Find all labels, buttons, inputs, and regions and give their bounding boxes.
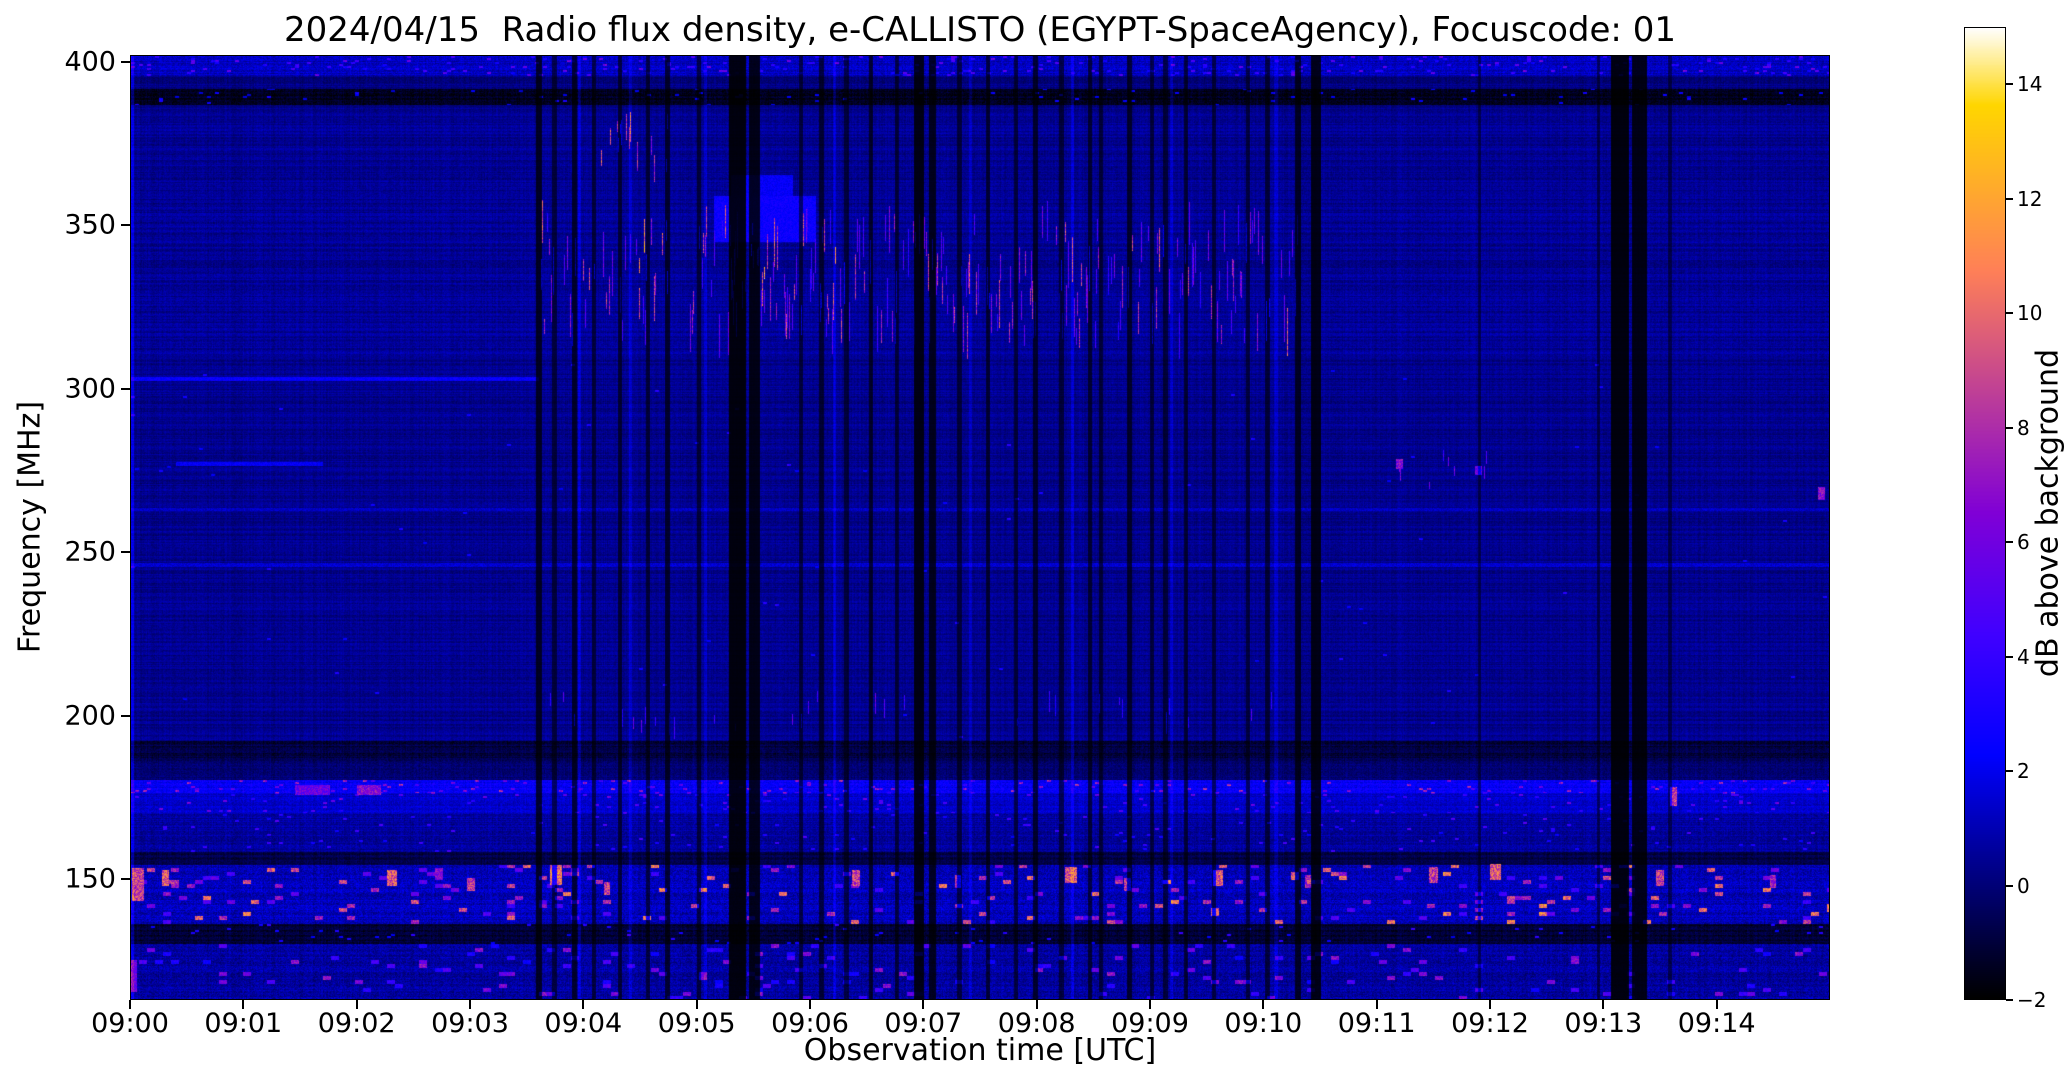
x-tick-mark [242, 1000, 245, 1009]
colorbar-tick-label: 0 [2017, 873, 2030, 898]
colorbar-tick-mark [2006, 197, 2013, 200]
y-tick-mark [121, 714, 130, 717]
spectrogram-heatmap-canvas [131, 56, 1829, 999]
colorbar-tick-label: 12 [2017, 186, 2043, 211]
colorbar-tick-label: 8 [2017, 415, 2030, 440]
colorbar-tick-mark [2006, 770, 2013, 773]
y-tick-mark [121, 878, 130, 880]
x-tick-mark [695, 1000, 698, 1009]
y-tick-mark [121, 551, 130, 554]
x-tick-mark [1035, 1000, 1038, 1009]
colorbar-label: dB above background [2030, 348, 2066, 678]
colorbar-tick-mark [2006, 655, 2013, 658]
x-tick-label: 09:04 [544, 1008, 623, 1039]
colorbar-tick-mark [2006, 312, 2013, 315]
x-tick-mark [1149, 1000, 1151, 1009]
plot-area [130, 55, 1830, 1000]
y-tick-label: 200 [64, 700, 116, 732]
y-tick-mark [121, 60, 130, 63]
colorbar-tick-label: 2 [2017, 759, 2030, 784]
x-axis-label: Observation time [UTC] [803, 1033, 1157, 1067]
x-tick-mark [1375, 1000, 1378, 1009]
x-tick-mark [922, 1000, 925, 1009]
x-tick-mark [582, 1000, 585, 1009]
x-tick-label: 09:06 [771, 1008, 849, 1039]
x-tick-label: 09:00 [91, 1008, 169, 1039]
colorbar-tick-label: 6 [2017, 530, 2030, 555]
x-tick-label: 09:07 [884, 1008, 963, 1039]
x-tick-mark [1489, 1000, 1491, 1009]
colorbar-tick-label: 14 [2017, 72, 2043, 97]
x-tick-label: 09:09 [1111, 1008, 1189, 1039]
x-tick-mark [355, 1000, 358, 1009]
x-tick-label: 09:14 [1677, 1008, 1756, 1039]
colorbar-gradient-canvas [1965, 28, 2005, 999]
y-tick-label: 300 [64, 373, 116, 405]
colorbar [1964, 27, 2006, 1000]
y-axis-label: Frequency [MHz] [12, 400, 48, 654]
x-tick-label: 09:05 [657, 1008, 736, 1039]
colorbar-tick-mark [2006, 83, 2013, 86]
chart-title: 2024/04/15 Radio flux density, e-CALLIST… [284, 10, 1676, 50]
x-tick-label: 09:11 [1337, 1008, 1416, 1039]
colorbar-tick-mark [2006, 999, 2013, 1001]
x-tick-label: 09:08 [997, 1008, 1076, 1039]
y-tick-label: 350 [64, 209, 116, 241]
x-tick-mark [129, 1000, 131, 1009]
x-tick-label: 09:12 [1451, 1008, 1529, 1039]
y-tick-label: 400 [64, 46, 116, 78]
x-tick-label: 09:03 [431, 1008, 509, 1039]
x-tick-mark [809, 1000, 811, 1009]
colorbar-tick-mark [2006, 541, 2013, 544]
x-tick-mark [1262, 1000, 1265, 1009]
x-tick-mark [469, 1000, 471, 1009]
colorbar-tick-label: 4 [2017, 644, 2030, 669]
y-tick-label: 150 [64, 863, 116, 895]
y-tick-mark [121, 224, 130, 227]
x-tick-mark [1602, 1000, 1605, 1009]
x-tick-label: 09:10 [1224, 1008, 1303, 1039]
x-tick-label: 09:13 [1564, 1008, 1643, 1039]
y-tick-label: 250 [64, 536, 116, 568]
colorbar-tick-label: −2 [2017, 988, 2047, 1012]
colorbar-tick-mark [2006, 426, 2013, 429]
colorbar-tick-mark [2006, 884, 2013, 887]
x-tick-label: 09:01 [204, 1008, 283, 1039]
y-tick-mark [121, 387, 130, 390]
x-tick-label: 09:02 [317, 1008, 396, 1039]
colorbar-tick-label: 10 [2017, 301, 2043, 326]
x-tick-mark [1715, 1000, 1718, 1009]
